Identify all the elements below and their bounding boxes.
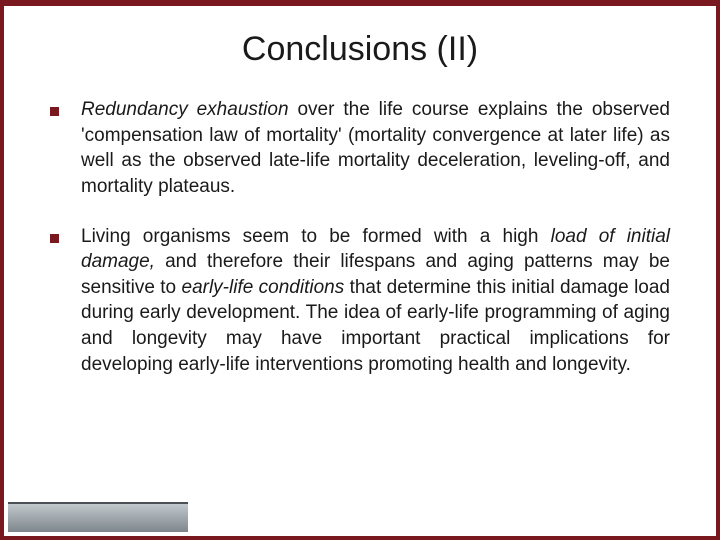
text-run: Living organisms seem to be formed with …	[81, 226, 551, 247]
bottom-accent-bar	[8, 502, 188, 532]
slide-frame: Conclusions (II) Redundancy exhaustion o…	[0, 0, 720, 540]
bullet-square-icon	[50, 234, 59, 243]
slide-title: Conclusions (II)	[4, 30, 716, 69]
italic-run: early-life conditions	[182, 277, 345, 298]
bullet-square-icon	[50, 107, 59, 116]
bullet-item: Living organisms seem to be formed with …	[50, 224, 670, 378]
bullet-text: Redundancy exhaustion over the life cour…	[81, 97, 670, 200]
slide-content: Redundancy exhaustion over the life cour…	[4, 97, 716, 377]
bullet-item: Redundancy exhaustion over the life cour…	[50, 97, 670, 200]
bullet-text: Living organisms seem to be formed with …	[81, 224, 670, 378]
italic-run: Redundancy exhaustion	[81, 99, 289, 120]
